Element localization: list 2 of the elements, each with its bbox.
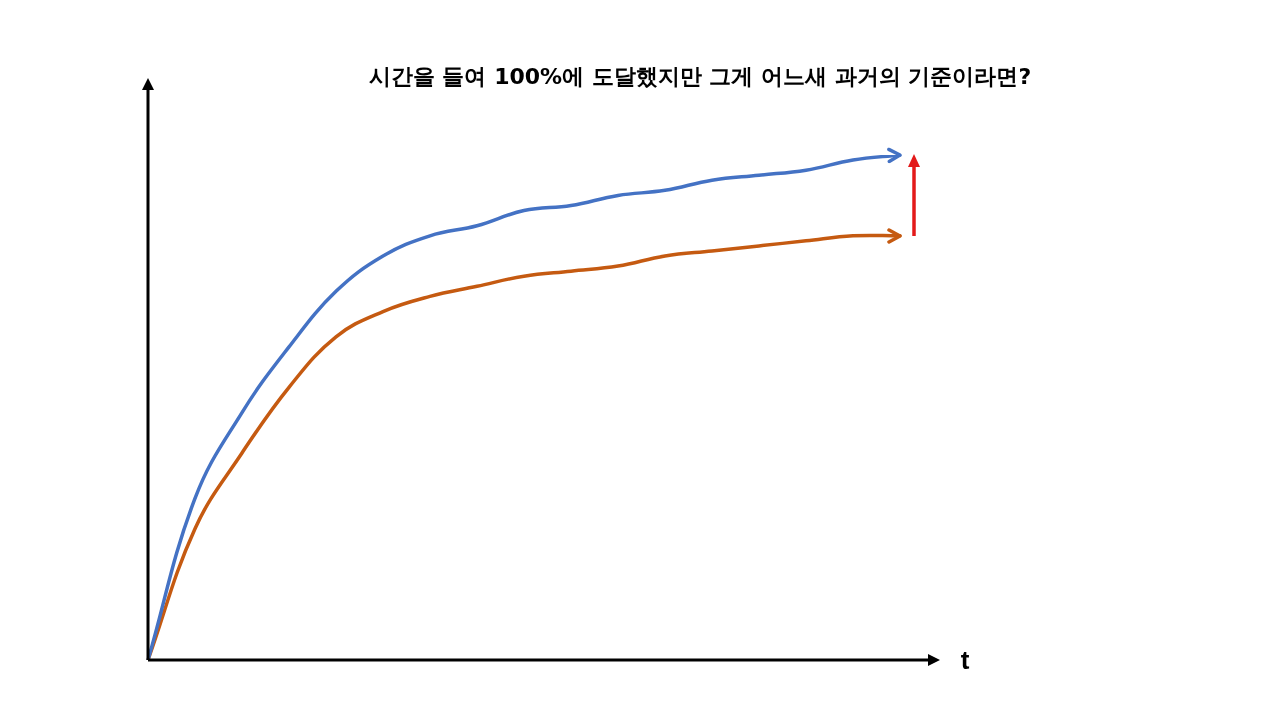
chart-title: 시간을 들여 100%에 도달했지만 그게 어느새 과거의 기준이라면? (368, 63, 1032, 89)
x-axis-title: t (960, 645, 970, 676)
